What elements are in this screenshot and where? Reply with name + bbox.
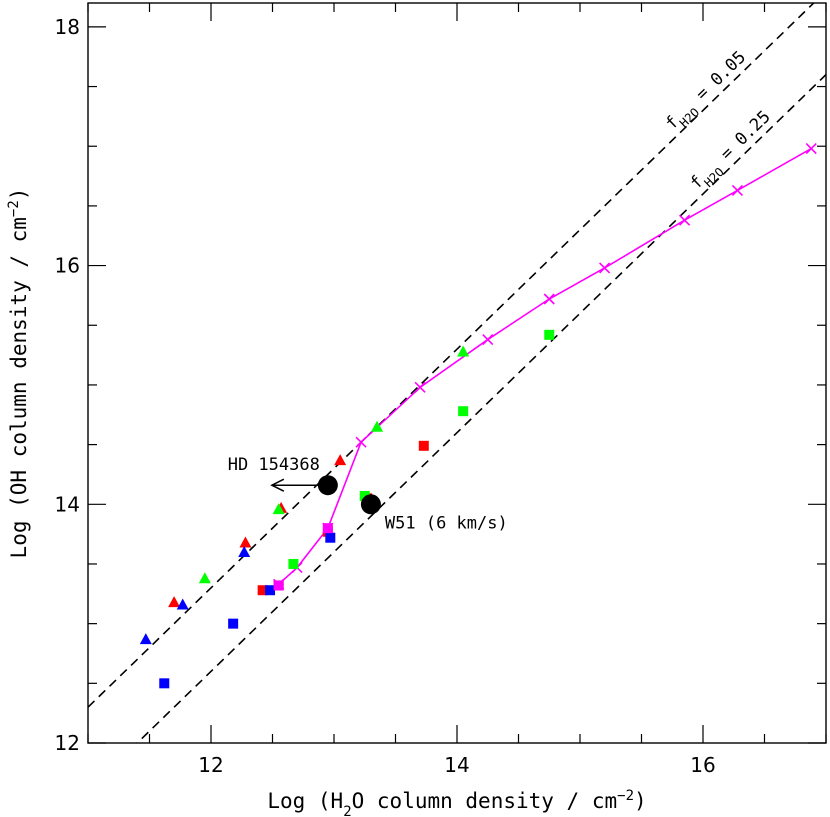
axis-ticks (87, 3, 827, 744)
model-curve (273, 143, 817, 590)
triangle-point (168, 596, 181, 608)
triangle-point (371, 420, 384, 432)
x-tick-label: 14 (444, 753, 469, 777)
ratio-line-label: fH2O = 0.05 (662, 47, 754, 137)
marker-stroke (482, 334, 494, 346)
triangle-point (239, 536, 252, 548)
marker-stroke (805, 143, 817, 155)
square-point (458, 406, 469, 417)
triangle-point (198, 572, 211, 584)
x-tick-label: 16 (690, 753, 715, 777)
square-point (544, 329, 555, 340)
y-tick-label: 12 (55, 731, 80, 755)
triangle-point (272, 503, 285, 515)
model-curve-marker (355, 436, 367, 448)
marker-stroke (678, 214, 691, 226)
observation-point (317, 475, 338, 496)
model-curve-line (278, 147, 812, 585)
marker-stroke (543, 293, 555, 305)
y-tick-label: 16 (55, 254, 80, 278)
y-tick-label: 14 (55, 492, 80, 516)
model-curve-marker (599, 262, 611, 274)
model-curve-marker (805, 143, 817, 155)
model-curve-marker (414, 381, 426, 393)
triangle-point (334, 454, 347, 466)
ratio-lines (88, 3, 826, 743)
square-point (273, 580, 284, 591)
x-axis-label: Log (H2O column density / cm−2) (267, 788, 646, 817)
marker-stroke (599, 262, 611, 274)
square-point (265, 585, 276, 596)
ratio-line (136, 74, 826, 743)
ratio-line (88, 3, 815, 708)
square-point (418, 440, 429, 451)
model-curve-marker (482, 334, 494, 346)
observation-point (360, 494, 381, 515)
triangle-point (139, 633, 152, 645)
plot-frame (87, 2, 827, 744)
y-axis-label: Log (OH column density / cm−2) (6, 188, 31, 559)
square-point (228, 618, 239, 629)
square-point (288, 558, 299, 569)
model-curve-marker (678, 214, 691, 226)
triangle-point (176, 598, 189, 610)
y-tick-label: 18 (55, 15, 80, 39)
square-point (322, 523, 333, 534)
square-point (325, 532, 336, 543)
tick-labels: 12 14 16 12 14 16 18 (55, 15, 716, 777)
observations: HD 154368 W51 (6 km/s) (228, 455, 508, 533)
observation-label: HD 154368 (228, 455, 320, 475)
upper-limit-arrowhead (270, 478, 285, 492)
square-point (257, 585, 268, 596)
square-point (159, 678, 170, 689)
model-curve-marker (543, 293, 555, 305)
marker-stroke (355, 436, 367, 448)
square-point (359, 490, 370, 501)
ratio-line-label: fH2O = 0.25 (686, 107, 778, 197)
observation-label: W51 (6 km/s) (385, 513, 508, 533)
model-curve-marker (731, 184, 744, 196)
data-points (139, 329, 555, 689)
triangle-point (457, 345, 470, 357)
x-tick-label: 12 (198, 753, 223, 777)
marker-stroke (731, 184, 744, 196)
triangle-point (238, 546, 251, 558)
marker-stroke (414, 381, 426, 393)
